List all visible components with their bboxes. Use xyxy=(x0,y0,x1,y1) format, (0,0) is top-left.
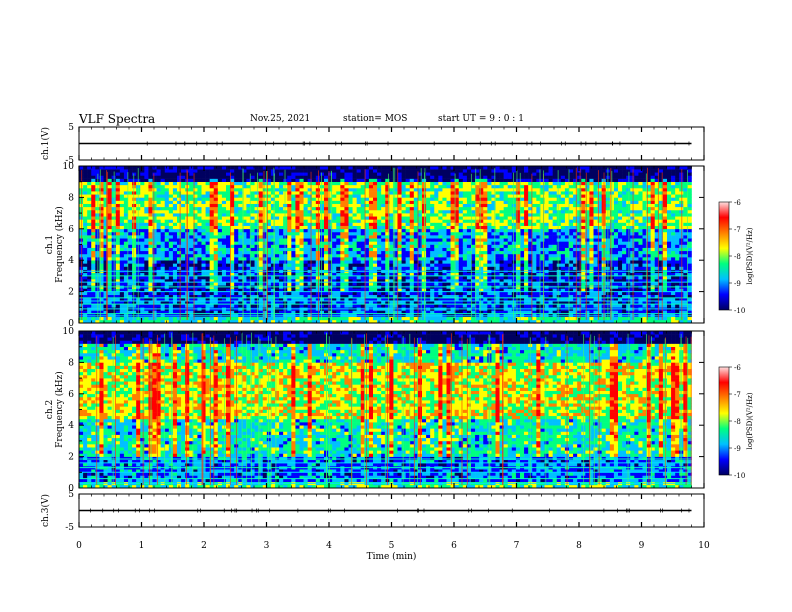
ch2-spectrogram-channel-label: ch.2 xyxy=(45,400,55,419)
ch1-spectrogram-colorbar xyxy=(718,201,730,311)
xtick-label: 9 xyxy=(639,541,645,551)
ch2-spectrogram-panel: 0 2 4 6 8 10 ch.2 Frequency (kHz) -6 -7 -8 -9 -10 log… xyxy=(45,327,754,494)
ch3-waveform-ytick-label: -5 xyxy=(65,523,74,533)
date-label: Nov.25, 2021 xyxy=(250,114,311,124)
xtick-label: 7 xyxy=(514,541,520,551)
ch1-spectrogram-colorbar-tick-label: -7 xyxy=(734,226,741,234)
ch1-spectrogram-colorbar-tick-label: -8 xyxy=(734,253,741,261)
start-ut-label: start UT = 9 : 0 : 1 xyxy=(438,114,524,124)
ch1-waveform-ylabel: ch.1(V) xyxy=(40,127,51,160)
station-label: station= MOS xyxy=(343,114,408,124)
ch1-spectrogram-panel: 0 2 4 6 8 10 ch.1 Frequency (kHz) -6 -7 -8 -9 -10 log… xyxy=(45,162,754,329)
ch2-spectrogram-colorbar-tick-label: -7 xyxy=(734,391,741,399)
ch2-spectrogram-colorbar-tick-label: -9 xyxy=(734,445,741,453)
ch1-waveform-ytick-label: 5 xyxy=(68,123,74,133)
ch1-spectrogram-cells xyxy=(79,166,692,324)
xtick-label: 0 xyxy=(76,541,82,551)
ch2-spectrogram-colorbar-tick-label: -10 xyxy=(734,472,745,480)
ch1-spectrogram-ytick-label: 4 xyxy=(68,256,74,266)
ch1-waveform-panel: 5 -5 ch.1(V) xyxy=(40,123,705,166)
ch1-spectrogram-ytick-label: 2 xyxy=(68,288,74,298)
xtick-label: 3 xyxy=(264,541,270,551)
ch1-spectrogram-colorbar-tick-label: -6 xyxy=(734,199,741,207)
ch2-spectrogram-ytick-label: 4 xyxy=(68,421,74,431)
ch3-waveform-panel: 5 -5 ch.3(V) xyxy=(40,490,705,533)
ch1-spectrogram-ytick-label: 10 xyxy=(63,162,75,172)
xtick-label: 5 xyxy=(389,541,395,551)
ch2-spectrogram-colorbar-tick-label: -6 xyxy=(734,364,741,372)
ch2-spectrogram-ytick-label: 10 xyxy=(63,327,75,337)
ch2-spectrogram-ytick-label: 0 xyxy=(68,484,74,494)
ch3-waveform-ylabel: ch.3(V) xyxy=(40,494,51,527)
ch1-spectrogram-ytick-label: 8 xyxy=(68,193,74,203)
ch2-spectrogram-colorbar-tick-label: -8 xyxy=(734,418,741,426)
ch2-spectrogram-colorbar-label: log(PSD)(V²/Hz) xyxy=(746,392,754,449)
ch2-spectrogram-ytick-label: 2 xyxy=(68,453,74,463)
ch1-spectrogram-ylabel: Frequency (kHz) xyxy=(54,206,65,283)
xtick-label: 6 xyxy=(451,541,457,551)
ch1-spectrogram-colorbar-tick-label: -10 xyxy=(734,307,745,315)
xtick-label: 4 xyxy=(326,541,332,551)
ch2-spectrogram-ytick-label: 8 xyxy=(68,358,74,368)
ch1-spectrogram-channel-label: ch.1 xyxy=(45,235,55,254)
ch3-waveform-ytick-label: 5 xyxy=(68,490,74,500)
xaxis-label: Time (min) xyxy=(367,551,417,562)
ch1-spectrogram-colorbar-tick-label: -9 xyxy=(734,280,741,288)
ch1-spectrogram-ytick-label: 6 xyxy=(68,225,74,235)
time-axis: 0 1 2 3 4 5 6 7 8 9 10 Time (min) xyxy=(76,541,710,562)
figure-title: VLF Spectra xyxy=(79,112,156,126)
ch1-waveform-ytick-label: -5 xyxy=(65,156,74,166)
ch2-spectrogram-ylabel: Frequency (kHz) xyxy=(54,371,65,448)
xtick-label: 1 xyxy=(139,541,145,551)
xtick-label: 10 xyxy=(698,541,710,551)
ch2-spectrogram-colorbar xyxy=(718,366,730,476)
xtick-label: 2 xyxy=(201,541,207,551)
ch2-spectrogram-ytick-label: 6 xyxy=(68,390,74,400)
ch1-spectrogram-ytick-label: 0 xyxy=(68,319,74,329)
ch1-spectrogram-colorbar-label: log(PSD)(V²/Hz) xyxy=(746,227,754,284)
xtick-label: 8 xyxy=(576,541,582,551)
